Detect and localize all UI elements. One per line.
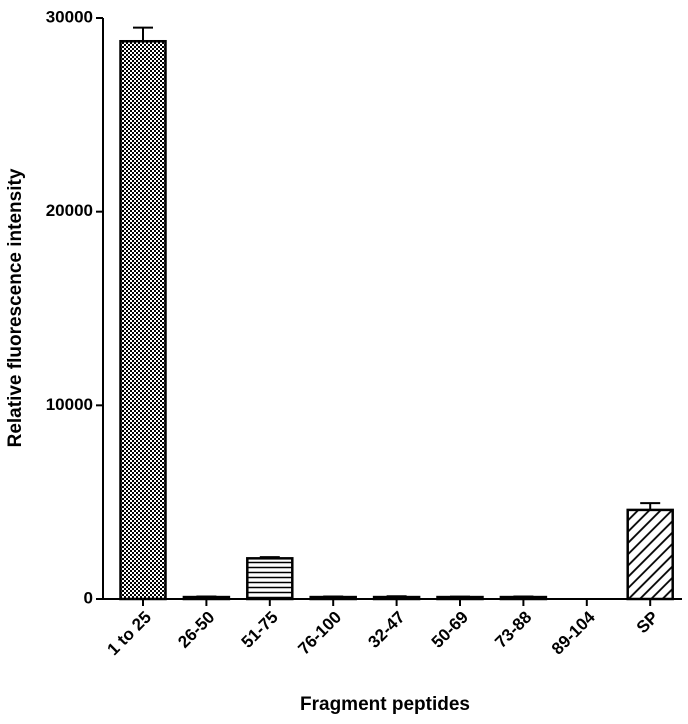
x-tick-label: 26-50	[174, 608, 218, 652]
bar	[372, 595, 421, 601]
y-tick-label: 10000	[46, 395, 93, 414]
y-axis-label: Relative fluorescence intensity	[5, 168, 26, 447]
x-tick-label: 73-88	[491, 608, 535, 652]
y-tick-label: 20000	[46, 201, 93, 220]
x-axis-label: Fragment peptides	[300, 694, 470, 715]
y-tick-label: 0	[84, 588, 93, 607]
x-tick-label: 50-69	[428, 608, 472, 652]
bar	[119, 39, 167, 601]
bar	[626, 508, 674, 601]
x-tick-label: 32-47	[364, 608, 408, 652]
x-tick-label: 89-104	[548, 607, 599, 658]
x-tick-label: 51-75	[238, 608, 282, 652]
x-tick-label: 1 to 25	[103, 608, 155, 660]
bar	[246, 557, 294, 601]
y-tick-label: 30000	[46, 7, 93, 26]
x-tick-label: 76-100	[294, 608, 345, 659]
x-tick-label: SP	[633, 608, 662, 637]
